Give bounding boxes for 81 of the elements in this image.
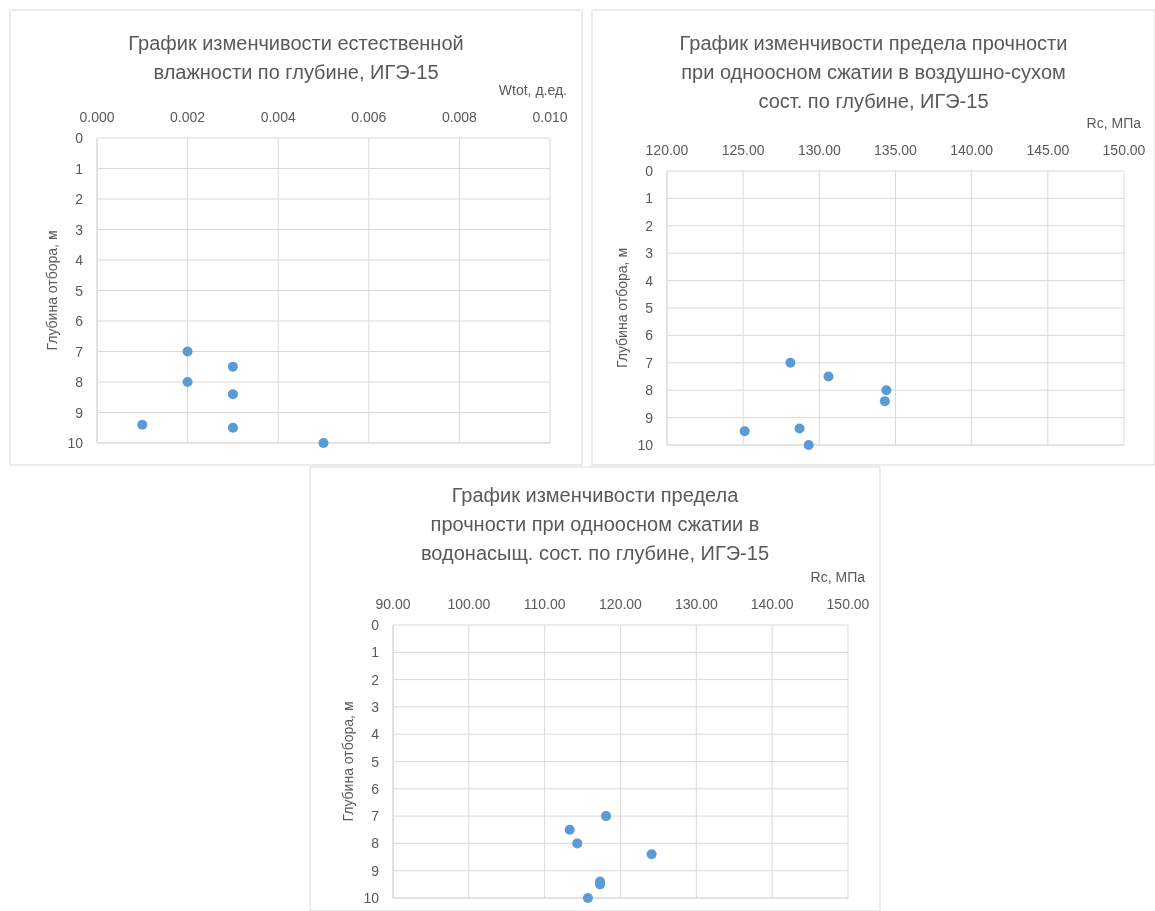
- x-tick-label: 0.010: [532, 109, 568, 125]
- x-tick-label: 145.00: [1026, 142, 1070, 158]
- point: [227, 361, 238, 372]
- y-tick-label: 2: [75, 191, 84, 207]
- x-tick-label: 90.00: [375, 596, 411, 612]
- x-tick-label: 150.00: [1102, 142, 1146, 158]
- x-tick-label: 0.000: [79, 109, 115, 125]
- x-tick-label: 120.00: [599, 596, 643, 612]
- x-tick-label: 0.002: [170, 109, 206, 125]
- x-tick-label: 0.006: [351, 109, 387, 125]
- y-tick-label: 4: [371, 726, 380, 743]
- y-tick-label: 9: [371, 862, 380, 879]
- y-tick-label: 1: [75, 160, 84, 177]
- point: [227, 422, 238, 433]
- point: [227, 389, 238, 400]
- point: [572, 838, 583, 849]
- y-tick-label: 3: [75, 221, 84, 238]
- x-axis-title: Rc, МПа: [1086, 115, 1142, 131]
- y-tick-label: 4: [75, 252, 84, 268]
- point: [564, 824, 575, 835]
- y-tick-label: 9: [75, 404, 84, 421]
- y-axis-title: Глубина отбора, м: [340, 701, 356, 822]
- y-tick-label: 1: [371, 644, 380, 661]
- point: [182, 377, 193, 387]
- x-tick-label: 120.00: [645, 142, 689, 158]
- y-tick-label: 8: [645, 382, 654, 399]
- point: [881, 385, 892, 396]
- y-tick-label: 2: [371, 671, 380, 688]
- point: [785, 357, 796, 368]
- x-tick-label: 130.00: [797, 142, 841, 158]
- x-tick-label: 100.00: [447, 596, 491, 612]
- y-tick-label: 0: [371, 617, 380, 633]
- point: [739, 426, 750, 437]
- x-axis-title: Wtot, д.ед.: [498, 82, 567, 98]
- y-tick-label: 2: [645, 217, 654, 234]
- chart-title: График изменчивости предела прочности при одноосном сжатии в воздушно-сухом сост. по глубине, ИГЭ-15: [679, 32, 1068, 112]
- x-tick-label: 140.00: [750, 596, 794, 612]
- x-tick-label: 135.00: [874, 142, 918, 158]
- point: [318, 438, 329, 448]
- y-tick-label: 5: [371, 753, 380, 770]
- y-tick-label: 0: [645, 163, 654, 179]
- x-tick-label: 130.00: [674, 596, 718, 612]
- y-tick-label: 4: [645, 272, 654, 289]
- x-tick-label: 0.004: [260, 109, 296, 125]
- y-tick-label: 10: [363, 890, 380, 906]
- y-tick-label: 6: [371, 780, 380, 797]
- point: [879, 396, 890, 407]
- point: [823, 371, 834, 382]
- y-axis-title: Глубина отбора, м: [44, 230, 60, 351]
- y-tick-label: 6: [645, 327, 654, 344]
- x-tick-label: 110.00: [523, 596, 566, 612]
- point: [794, 423, 805, 434]
- y-tick-label: 10: [67, 435, 84, 451]
- x-axis-title: Rc, МПа: [810, 569, 866, 585]
- y-tick-label: 3: [371, 698, 380, 715]
- point: [182, 346, 193, 357]
- x-tick-label: 140.00: [950, 142, 994, 158]
- y-tick-label: 5: [75, 282, 84, 299]
- point: [646, 849, 657, 860]
- y-tick-label: 7: [75, 343, 84, 360]
- y-tick-label: 1: [645, 190, 654, 207]
- x-tick-label: 150.00: [826, 596, 870, 612]
- y-tick-label: 6: [75, 313, 84, 329]
- y-tick-label: 10: [637, 437, 654, 453]
- y-tick-label: 7: [645, 354, 654, 371]
- chart-title: График изменчивости предела прочности при одноосном сжатии в водонасыщ. сост. по глубине, ИГЭ-15: [420, 484, 770, 564]
- y-tick-label: 9: [645, 409, 654, 426]
- x-tick-label: 0.008: [441, 109, 478, 125]
- y-tick-label: 8: [75, 374, 84, 390]
- y-axis-title: Глубина отбора, м: [614, 247, 630, 369]
- y-tick-label: 5: [645, 300, 654, 316]
- x-tick-label: 125.00: [721, 142, 765, 158]
- chart-title: График изменчивости естественной влажности по глубине, ИГЭ-15: [128, 32, 464, 83]
- y-tick-label: 0: [75, 130, 84, 146]
- point: [137, 419, 148, 430]
- point: [582, 893, 593, 903]
- point: [601, 811, 612, 822]
- point: [803, 440, 814, 450]
- y-tick-label: 3: [645, 245, 654, 262]
- y-tick-label: 7: [371, 808, 380, 825]
- y-tick-label: 8: [371, 835, 380, 852]
